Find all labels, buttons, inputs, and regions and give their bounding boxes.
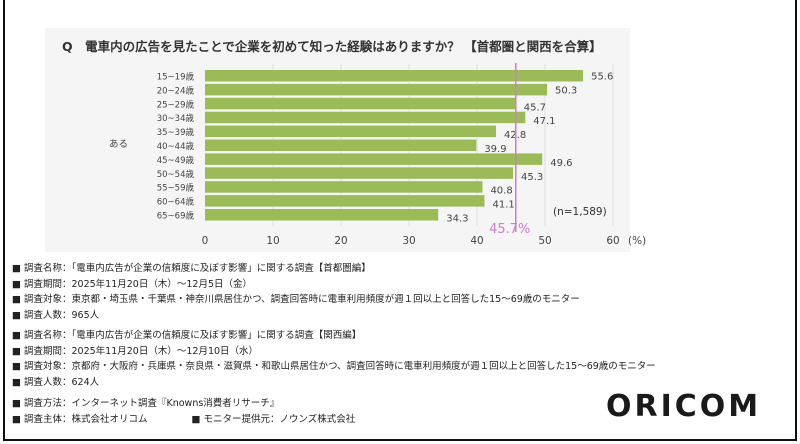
category-label: 45~49歳 <box>157 155 195 166</box>
x-tick-label: 20 <box>334 235 347 247</box>
bar <box>205 70 584 82</box>
value-label: 50.3 <box>555 85 577 96</box>
note-line: ■ 調査名称：「電車内広告が企業の信頼度に及ぼす影響」に関する調査【首都圏編】 <box>12 263 371 274</box>
category-label: 30~34歳 <box>157 113 195 124</box>
bar <box>205 195 485 207</box>
category-label: 55~59歳 <box>157 183 195 194</box>
note-line: ■ 調査期間：2025年11月20日（木）～12月10日（水） <box>12 345 259 357</box>
average-label: 45.7% <box>489 222 530 237</box>
value-label: 55.6 <box>591 72 613 83</box>
notes-block-2: ■ 調査名称：「電車内広告が企業の信頼度に及ぼす影響」に関する調査【関西編】 ■… <box>12 328 656 390</box>
bar <box>205 181 483 193</box>
value-label: 40.8 <box>490 186 512 197</box>
x-tick-label: 40 <box>470 235 483 247</box>
category-label: 65~69歳 <box>157 211 195 222</box>
bar <box>205 125 497 138</box>
category-label: 40~44歳 <box>157 141 195 152</box>
note-sponsor: ■ 調査主体：株式会社オリコム <box>12 413 148 425</box>
value-label: 41.1 <box>492 200 514 211</box>
bar <box>205 167 514 179</box>
group-label: ある <box>109 139 128 150</box>
chart-title: Q 電車内の広告を見たことで企業を初めて知った経験はありますか？ 【首都圏と関西… <box>62 39 602 54</box>
value-label: 49.6 <box>550 158 572 169</box>
note-line: ■ 調査対象：京都府・大阪府・兵庫県・奈良県・滋賀県・和歌山県居住かつ、調査回答… <box>12 361 656 373</box>
value-label: 39.9 <box>484 144 506 155</box>
bar <box>205 139 477 151</box>
note-line: ■ 調査人数：624人 <box>12 376 100 388</box>
value-label: 47.1 <box>533 116 555 127</box>
value-label: 45.3 <box>521 172 543 183</box>
x-unit-label: (%) <box>628 235 646 247</box>
note-line: ■ 調査人数：965人 <box>12 309 100 321</box>
bar-chart: 0 10 20 30 40 50 60 (%) 15~19歳 55.6 20~24歳 50.3 25~2… <box>109 63 646 247</box>
note-method: ■ 調査方法：インターネット調査『Knowns消費者リサーチ』 <box>12 398 280 409</box>
x-tick-label: 10 <box>266 235 279 247</box>
x-tick-label: 50 <box>538 235 551 247</box>
bar <box>205 153 543 165</box>
notes-block-1: ■ 調査名称：「電車内広告が企業の信頼度に及ぼす影響」に関する調査【首都圏編】 … <box>12 261 580 323</box>
oricom-logo: ORICOM <box>606 389 762 424</box>
sample-size-note: (n=1,589) <box>553 206 607 218</box>
note-line: ■ 調査期間：2025年11月20日（木）～12月5日（金） <box>12 278 252 290</box>
category-label: 20~24歳 <box>157 85 195 96</box>
note-line: ■ 調査名称：「電車内広告が企業の信頼度に及ぼす影響」に関する調査【関西編】 <box>12 330 362 341</box>
category-label: 15~19歳 <box>157 72 195 83</box>
category-label: 50~54歳 <box>157 169 195 180</box>
category-label: 60~64歳 <box>157 197 195 208</box>
x-tick-label: 0 <box>202 235 209 247</box>
bar <box>205 111 526 124</box>
value-label: 34.3 <box>446 214 468 225</box>
x-tick-label: 60 <box>606 235 619 247</box>
note-provider: ■ モニター提供元：ノウンズ株式会社 <box>191 413 356 425</box>
note-line: ■ 調査対象：東京都・埼玉県・千葉県・神奈川県居住かつ、調査回答時に電車利用頻度… <box>12 294 580 306</box>
notes-block-3: ■ 調査方法：インターネット調査『Knowns消費者リサーチ』 ■ 調査主体：株… <box>12 396 355 427</box>
bar <box>205 209 439 221</box>
bar <box>205 97 516 110</box>
frame <box>3 0 797 441</box>
x-tick-label: 30 <box>402 235 415 247</box>
category-label: 25~29歳 <box>157 99 195 110</box>
bar <box>205 83 548 96</box>
value-label: 45.7 <box>524 102 546 113</box>
category-label: 35~39歳 <box>157 127 195 138</box>
